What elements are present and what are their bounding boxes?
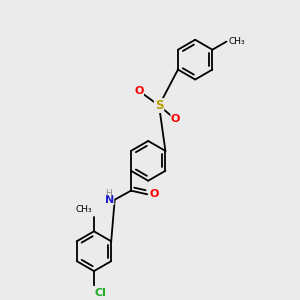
Text: O: O [171,114,180,124]
Text: O: O [134,86,143,96]
Text: N: N [105,195,114,205]
Text: CH₃: CH₃ [76,205,92,214]
Text: H: H [105,189,112,198]
Text: S: S [155,99,163,112]
Text: Cl: Cl [95,288,106,298]
Text: O: O [150,189,159,199]
Text: CH₃: CH₃ [229,37,245,46]
